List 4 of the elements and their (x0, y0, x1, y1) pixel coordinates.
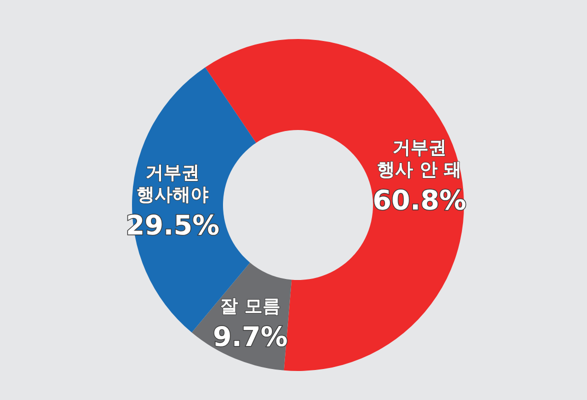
slice-label: 잘 모름 (220, 296, 280, 318)
slice-label: 거부권 행사 안 돼 (377, 137, 462, 180)
data-label: 9.7% (212, 322, 288, 354)
slice-label: 거부권 행사해야 (136, 162, 209, 206)
